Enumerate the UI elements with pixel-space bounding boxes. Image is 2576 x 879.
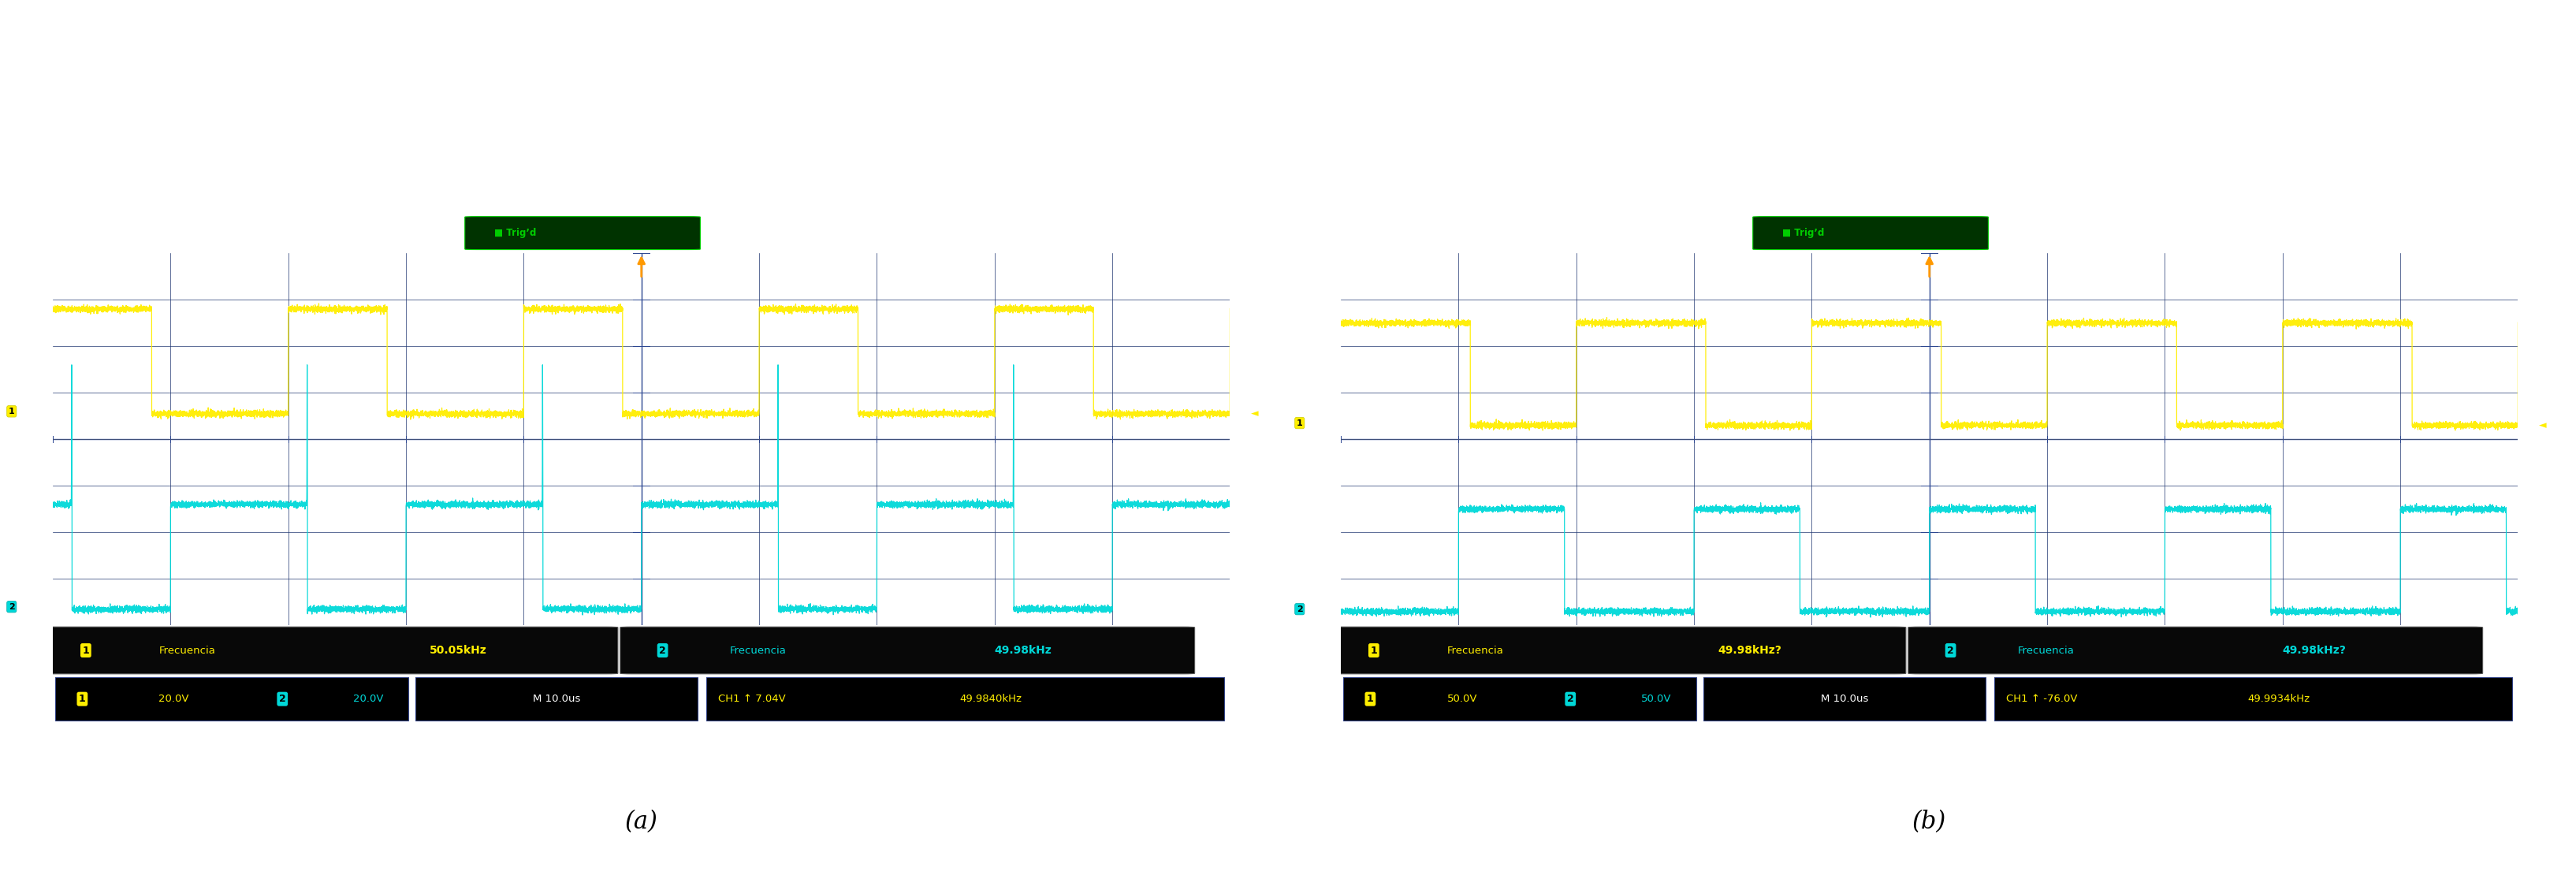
FancyBboxPatch shape (1994, 678, 2512, 721)
Text: ⎺⎼: ⎺⎼ (312, 227, 322, 235)
Text: 2: 2 (1566, 694, 1574, 704)
Text: 50.0V: 50.0V (1641, 694, 1672, 704)
Text: 2: 2 (659, 645, 667, 656)
Text: 1: 1 (1370, 645, 1378, 656)
Text: Frecuencia: Frecuencia (1448, 645, 1504, 656)
Text: 49.98kHz: 49.98kHz (994, 645, 1051, 656)
Text: ⎺⎼: ⎺⎼ (1600, 227, 1610, 235)
Text: 49.98kHz?: 49.98kHz? (2282, 645, 2347, 656)
Text: 2: 2 (1947, 645, 1955, 656)
FancyBboxPatch shape (706, 678, 1224, 721)
Text: (a): (a) (626, 810, 657, 834)
Text: 20.0V: 20.0V (160, 694, 188, 704)
FancyBboxPatch shape (1909, 627, 2483, 674)
Text: 49.98kHz?: 49.98kHz? (1718, 645, 1780, 656)
FancyBboxPatch shape (1703, 678, 1986, 721)
Text: Frecuencia: Frecuencia (729, 645, 786, 656)
FancyBboxPatch shape (621, 627, 1195, 674)
Text: 1: 1 (80, 694, 85, 704)
Text: ◄: ◄ (1252, 409, 1260, 418)
Text: 1: 1 (8, 408, 15, 415)
FancyBboxPatch shape (44, 627, 618, 674)
Text: Frecuencia: Frecuencia (160, 645, 216, 656)
FancyBboxPatch shape (54, 678, 410, 721)
FancyBboxPatch shape (1342, 678, 1698, 721)
Text: 1: 1 (1368, 694, 1373, 704)
Text: 50.0V: 50.0V (1448, 694, 1476, 704)
Text: 49.9934kHz: 49.9934kHz (2246, 694, 2311, 704)
Text: CH1 ↑ 7.04V: CH1 ↑ 7.04V (719, 694, 786, 704)
Text: 20.0V: 20.0V (353, 694, 384, 704)
Text: Espere...: Espere... (1352, 731, 1396, 742)
Text: M Pos: 0.000s: M Pos: 0.000s (760, 228, 822, 238)
Text: M 10.0us: M 10.0us (533, 694, 580, 704)
Text: ◄: ◄ (2540, 420, 2548, 431)
Text: 1: 1 (1296, 419, 1303, 427)
Text: M Pos: 0.000s: M Pos: 0.000s (2048, 228, 2110, 238)
Text: CH1 ↑ -76.0V: CH1 ↑ -76.0V (2007, 694, 2076, 704)
FancyBboxPatch shape (464, 216, 701, 250)
FancyBboxPatch shape (1752, 216, 1989, 250)
Text: Aug 10, 2021, 14:12: Aug 10, 2021, 14:12 (902, 731, 1002, 742)
Text: Aug 10, 2021, 14:14: Aug 10, 2021, 14:14 (2190, 731, 2290, 742)
Text: 2: 2 (278, 694, 286, 704)
Text: Espere...: Espere... (64, 731, 108, 742)
Text: 2: 2 (8, 603, 15, 611)
Text: M 10.0us: M 10.0us (1821, 694, 1868, 704)
Text: Frecuencia: Frecuencia (2017, 645, 2074, 656)
FancyBboxPatch shape (415, 678, 698, 721)
Text: Tek: Tek (1352, 228, 1373, 238)
Text: ■ Trig’d: ■ Trig’d (495, 228, 536, 238)
Text: (b): (b) (1911, 810, 1947, 834)
Text: 2: 2 (1296, 605, 1303, 613)
Text: 50.05kHz: 50.05kHz (430, 645, 487, 656)
Text: 49.9840kHz: 49.9840kHz (958, 694, 1023, 704)
Text: ■ Trig’d: ■ Trig’d (1783, 228, 1824, 238)
Text: Tek: Tek (64, 228, 85, 238)
Text: 1: 1 (82, 645, 90, 656)
FancyBboxPatch shape (1332, 627, 1906, 674)
